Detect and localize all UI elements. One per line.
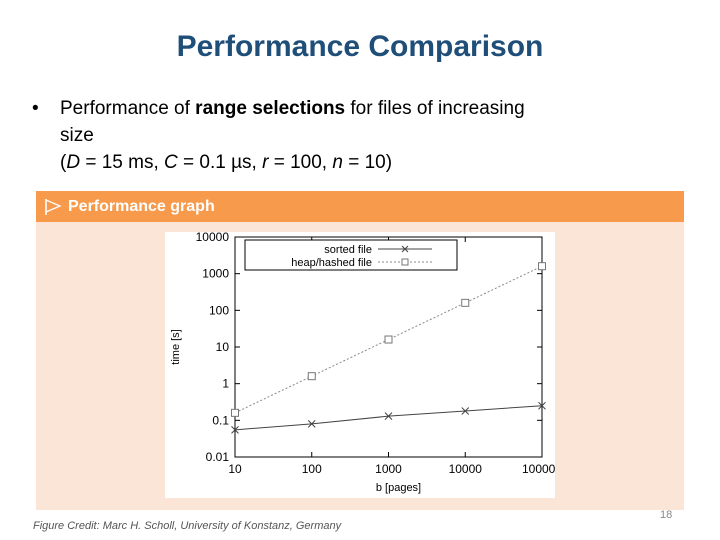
y-tick-label: 0.1 [212,413,229,427]
point-marker-x [384,412,393,421]
bullet-line-2: size [60,125,94,146]
param-c-var: C [164,152,178,173]
y-tick-label: 0.01 [206,450,230,464]
panel-header-label: Performance graph [68,197,215,215]
y-tick-label: 10 [216,340,230,354]
param-c-rest: = 0.1 µs, [177,152,263,173]
bullet-pre: Performance of [60,98,196,119]
point-marker-square [231,408,239,417]
panel-header: Performance graph [36,191,684,222]
legend-marker-square [401,258,409,266]
y-tick-label: 1000 [202,267,229,281]
x-tick-label: 10000 [449,462,483,476]
bullet-params: (D = 15 ms, C = 0.1 µs, r = 100, n = 10) [32,149,672,176]
bullet-post: for files of increasing [345,98,525,119]
legend-label: sorted file [324,244,372,256]
param-r-rest: = 100, [268,152,333,173]
y-tick-label: 100 [209,303,229,317]
bullet-line-1: • Performance of range selections for fil… [32,95,672,122]
bullet-text: • Performance of range selections for fil… [32,95,672,176]
x-tick-label: 100 [302,462,322,476]
series-line-0 [234,405,543,431]
x-axis-label: b [pages] [376,482,421,494]
point-marker-x [461,407,470,415]
figure-credit: Figure Credit: Marc H. Scholl, Universit… [33,520,342,532]
point-marker-square [538,262,546,271]
bullet-dot: • [32,98,39,119]
point-marker-square [384,335,393,344]
x-tick-label: 1000 [375,462,402,476]
param-r-var: r [262,152,269,173]
page-number: 18 [660,509,673,521]
legend-label: heap/hashed file [291,257,372,269]
point-marker-x [538,401,546,410]
point-marker-x [307,420,316,428]
param-d-rest: = 15 ms, [80,152,165,173]
bullet-bold: range selections [195,98,346,119]
legend-box [244,239,458,271]
y-axis-label: time [s] [170,329,182,364]
flag-icon [45,198,62,215]
point-marker-square [307,372,316,381]
point-marker-square [461,298,470,307]
param-d-var: D [66,152,81,173]
param-n-var: n [332,152,343,173]
point-marker-x [231,425,239,434]
params-open: ( [60,152,67,173]
param-n-rest: = 10) [342,152,393,173]
y-tick-label: 1 [222,377,229,391]
legend-marker-x [401,245,409,253]
x-tick-label: 10 [228,462,242,476]
slide-title: Performance Comparison [176,30,544,63]
series-line-1 [234,265,543,414]
y-tick-label: 10000 [196,232,230,244]
